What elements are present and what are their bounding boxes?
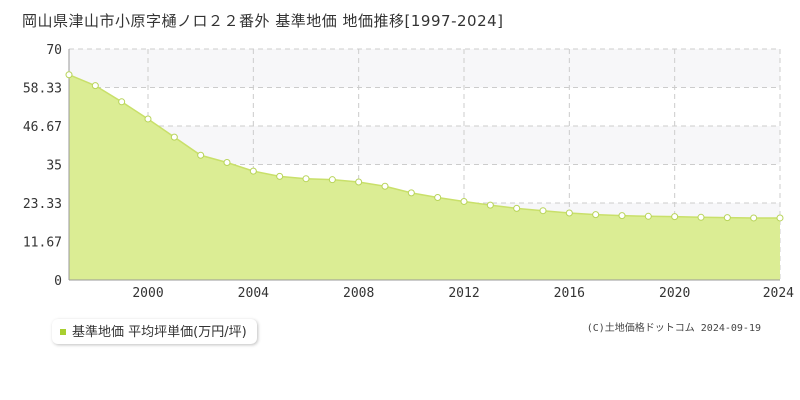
data-point: [144, 115, 152, 123]
data-point: [592, 211, 600, 219]
data-point: [355, 178, 363, 186]
chart-title: 岡山県津山市小原字樋ノロ２２番外 基準地価 地価推移[1997-2024]: [22, 12, 504, 30]
data-point: [197, 151, 205, 159]
data-point: [381, 182, 389, 190]
y-tick-label: 46.67: [23, 120, 62, 135]
x-tick-label: 2016: [554, 286, 585, 301]
x-tick-label: 2012: [448, 286, 479, 301]
legend: 基準地価 平均坪単価(万円/坪): [52, 319, 257, 344]
data-point: [302, 175, 310, 183]
grid-band: [69, 49, 780, 88]
data-markers: [65, 71, 784, 222]
series-line: [68, 74, 780, 219]
data-point: [91, 82, 99, 90]
legend-swatch: [60, 328, 66, 335]
y-tick-label: 58.33: [23, 82, 62, 97]
x-tick-label: 2024: [763, 286, 794, 301]
y-tick-label: 11.67: [23, 235, 62, 250]
legend-label: 基準地価 平均坪単価(万円/坪): [72, 325, 247, 340]
x-tick-label: 2008: [343, 286, 374, 301]
data-point: [723, 214, 731, 222]
data-point: [170, 133, 178, 141]
data-point: [486, 201, 494, 209]
data-point: [750, 214, 758, 222]
x-tick-label: 2004: [238, 286, 269, 301]
y-tick-label: 70: [46, 43, 62, 58]
x-tick-label: 2000: [132, 286, 163, 301]
data-point: [276, 172, 284, 180]
data-point: [249, 167, 257, 175]
data-point: [697, 213, 705, 221]
data-point: [328, 176, 336, 184]
data-point: [776, 214, 784, 222]
y-tick-label: 35: [46, 159, 62, 174]
data-point: [644, 212, 652, 220]
data-point: [513, 204, 521, 212]
x-tick-label: 2020: [659, 286, 690, 301]
series-area: [69, 74, 780, 281]
data-point: [460, 197, 468, 205]
copyright-text: (C)土地価格ドットコム 2024-09-19: [586, 323, 761, 334]
x-tick-labels: 2000 2004 2008 2012 2016 2020 2024: [132, 286, 794, 301]
y-tick-label: 0: [54, 274, 62, 289]
data-point: [434, 194, 442, 201]
axes: [68, 49, 780, 281]
y-tick-label: 23.33: [23, 197, 62, 212]
data-point: [223, 159, 231, 167]
data-point: [618, 212, 626, 220]
data-point: [671, 213, 679, 221]
data-point: [118, 98, 126, 106]
y-tick-labels: 0 11.67 23.33 35 46.67 58.33 70: [23, 43, 62, 289]
area-series: [68, 74, 780, 281]
data-point: [539, 207, 547, 215]
data-point: [565, 209, 573, 217]
data-point: [407, 189, 415, 197]
data-point: [65, 71, 73, 79]
